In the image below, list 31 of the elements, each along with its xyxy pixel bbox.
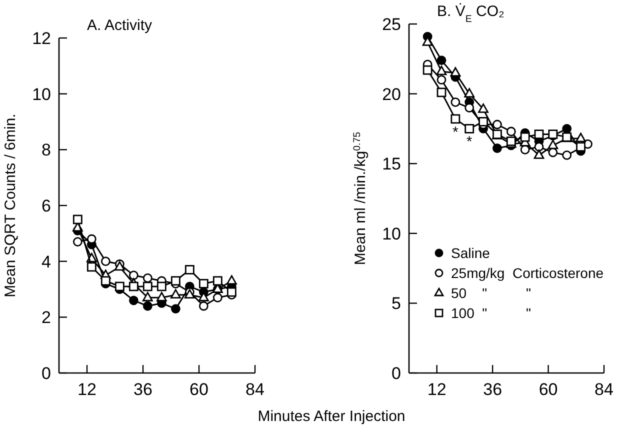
- annotation: *: [466, 134, 472, 151]
- y-tick-label: 10: [32, 84, 51, 104]
- y-tick-label: 2: [42, 308, 51, 328]
- x-tick-label: 60: [538, 380, 558, 399]
- x-tick-label: 36: [134, 380, 152, 399]
- legend-label: 100 " ": [451, 304, 532, 321]
- y-tick-label: 25: [382, 14, 401, 34]
- y-axis-title: Mean SQRT Counts / 6min.: [2, 114, 19, 298]
- y-tick-label: 0: [42, 364, 51, 383]
- y-tick-label: 6: [42, 196, 51, 216]
- y-tick-label: 5: [392, 294, 401, 314]
- y-tick-label: 12: [32, 28, 51, 48]
- y-tick-label: 10: [382, 224, 401, 244]
- annotation: *: [452, 124, 459, 141]
- y-tick-label: 20: [382, 84, 401, 104]
- y-tick-label: 15: [382, 154, 401, 174]
- chart-title: B. V̇$_{E}$ CO₂: [437, 2, 505, 24]
- x-tick-label: 60: [190, 380, 208, 399]
- y-tick-label: 0: [392, 364, 401, 383]
- legend-label: 25mg/kg Corticosterone: [451, 264, 604, 281]
- y-tick-label: 4: [42, 252, 51, 272]
- y-tick-label: 8: [42, 140, 51, 160]
- x-tick-label: 84: [594, 380, 614, 399]
- x-tick-label: 12: [427, 380, 446, 399]
- chart-title: A. Activity: [87, 17, 153, 34]
- legend-label: Saline: [451, 244, 490, 261]
- x-tick-label: 36: [483, 380, 502, 399]
- legend-label: 50 " ": [451, 284, 531, 301]
- x-tick-label: 12: [78, 380, 96, 399]
- x-tick-label: 84: [246, 380, 264, 399]
- x-axis-title: Minutes After Injection: [258, 408, 406, 425]
